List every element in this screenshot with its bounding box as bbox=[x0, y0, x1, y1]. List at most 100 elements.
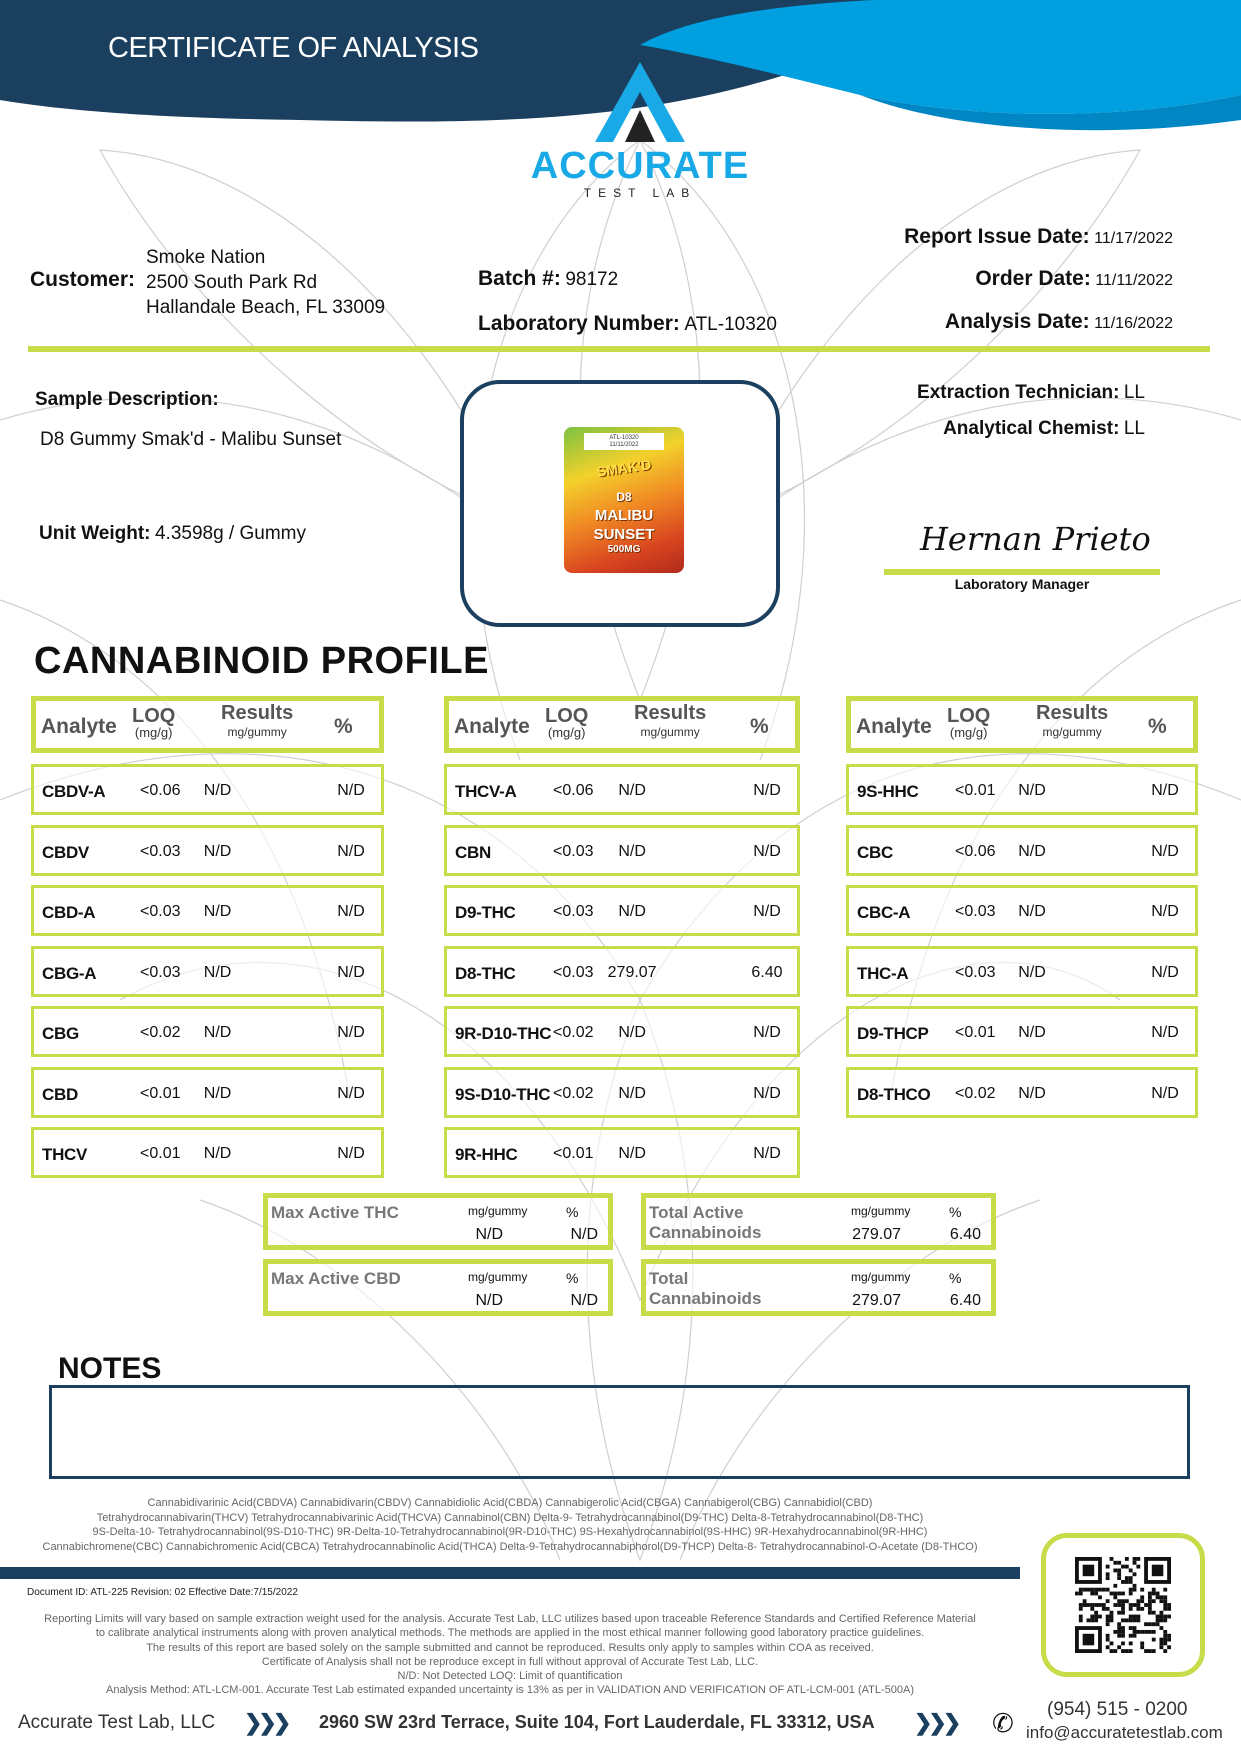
product-line2: MALIBU bbox=[594, 507, 654, 525]
manager-title: Laboratory Manager bbox=[954, 576, 1090, 592]
footer-divider-bar bbox=[0, 1567, 1020, 1579]
loq-value: <0.01 bbox=[955, 1024, 996, 1041]
result-percent: N/D bbox=[337, 842, 365, 860]
header-results-unit: mg/gummy bbox=[1042, 725, 1102, 739]
summary-mg: 279.07 bbox=[852, 1292, 901, 1309]
disclaimer-line: The results of this report are based sol… bbox=[146, 1641, 874, 1654]
table-row: CBDV-A <0.06 N/D N/D bbox=[31, 764, 384, 815]
customer-label: Customer: bbox=[30, 268, 136, 291]
result-percent: N/D bbox=[337, 782, 365, 799]
loq-value: <0.06 bbox=[553, 782, 594, 799]
summary-unit: mg/gummy bbox=[851, 1270, 911, 1284]
result-mg: N/D bbox=[1018, 842, 1046, 860]
analytical-chemist: Analytical Chemist: LL bbox=[943, 418, 1145, 440]
signature: Hernan Prieto bbox=[920, 520, 1151, 558]
extraction-technician-label: Extraction Technician: bbox=[917, 382, 1120, 403]
analyte-name: THC-A bbox=[857, 963, 909, 983]
analyte-name: CBG bbox=[42, 1024, 79, 1043]
result-mg: N/D bbox=[203, 963, 232, 981]
header-loq-unit: (mg/g) bbox=[949, 725, 988, 740]
analytical-chemist-value: LL bbox=[1123, 418, 1145, 439]
header-loq: LOQ (mg/g) bbox=[545, 705, 588, 740]
sample-description-label: Sample Description: bbox=[35, 389, 219, 410]
analyte-name: CBG-A bbox=[42, 963, 97, 983]
table-row: CBC-A <0.03 N/D N/D bbox=[846, 885, 1198, 936]
result-percent: N/D bbox=[1151, 782, 1179, 799]
notes-box bbox=[49, 1385, 1190, 1479]
disclaimer-line: to calibrate analytical instruments alon… bbox=[95, 1627, 925, 1640]
chevrons-right-icon: ❯❯❯ bbox=[914, 1710, 961, 1735]
header-loq-unit: (mg/g) bbox=[547, 725, 586, 740]
disclaimer: Reporting Limits will vary based on samp… bbox=[0, 1612, 1020, 1698]
customer-address-line1: 2500 South Park Rd bbox=[146, 272, 318, 293]
total-active-cannabinoids-box: Total Active Cannabinoids mg/gummy% 279.07… bbox=[641, 1193, 996, 1250]
product-brand: SMAK'D bbox=[595, 456, 653, 480]
header-loq-label: LOQ bbox=[132, 705, 176, 727]
abbreviation-line: Cannabichromene(CBC) Cannabichromenic Ac… bbox=[42, 1540, 978, 1553]
result-mg: N/D bbox=[618, 903, 646, 920]
table-row: 9R-HHC <0.01 N/D N/D bbox=[444, 1127, 800, 1178]
header-analyte: Analyte bbox=[41, 715, 117, 738]
summary-mg: N/D bbox=[475, 1226, 503, 1243]
extraction-technician-value: LL bbox=[1123, 382, 1145, 403]
footer-phone[interactable]: (954) 515 - 0200 bbox=[1047, 1699, 1188, 1720]
summary-unit: mg/gummy bbox=[851, 1204, 911, 1218]
result-percent: N/D bbox=[753, 903, 781, 920]
qr-code-icon[interactable] bbox=[1075, 1557, 1171, 1653]
header-percent: % bbox=[1148, 715, 1167, 738]
loq-value: <0.03 bbox=[140, 963, 181, 981]
order-date: Order Date: 11/11/2022 bbox=[975, 267, 1173, 291]
loq-value: <0.06 bbox=[955, 842, 996, 860]
max-active-thc-box: Max Active THC mg/gummy% N/D N/D bbox=[263, 1193, 613, 1250]
brand-name: ACCURATE bbox=[530, 145, 750, 187]
result-mg: N/D bbox=[203, 903, 232, 920]
table-row: CBG-A <0.03 N/D N/D bbox=[31, 945, 384, 997]
table-row: CBC <0.06 N/D N/D bbox=[846, 824, 1198, 876]
lab-number-label: Laboratory Number: bbox=[478, 312, 680, 335]
product-line3: SUNSET bbox=[593, 526, 655, 544]
result-mg: N/D bbox=[1018, 782, 1046, 799]
analyte-name: D8-THC bbox=[455, 963, 516, 983]
batch-field: Batch #: 98172 bbox=[478, 267, 618, 291]
table-row: D9-THC <0.03 N/D N/D bbox=[444, 885, 800, 936]
result-percent: N/D bbox=[753, 782, 781, 799]
header-analyte: Analyte bbox=[454, 715, 530, 738]
result-mg: 279.07 bbox=[607, 963, 657, 981]
header-loq: LOQ (mg/g) bbox=[947, 705, 990, 740]
analysis-date: Analysis Date: 11/16/2022 bbox=[945, 310, 1173, 334]
summary-percent-label: % bbox=[566, 1204, 579, 1220]
product-line4: 500MG bbox=[607, 544, 641, 556]
disclaimer-line: N/D: Not Detected LOQ: Limit of quantifi… bbox=[397, 1670, 623, 1683]
analyte-name: CBDV-A bbox=[42, 782, 106, 801]
analyte-name: 9R-D10-THC bbox=[455, 1024, 552, 1043]
summary-name: Max Active CBD bbox=[271, 1269, 401, 1288]
header-results-unit: mg/gummy bbox=[227, 725, 287, 739]
disclaimer-line: Certificate of Analysis shall not be rep… bbox=[261, 1655, 759, 1668]
loq-value: <0.02 bbox=[553, 1084, 594, 1102]
summary-mg: 279.07 bbox=[852, 1226, 901, 1243]
report-issue-date-value: 11/17/2022 bbox=[1094, 230, 1173, 247]
product-tag: ATL-10320 11/11/2022 bbox=[584, 433, 664, 451]
result-mg: N/D bbox=[203, 842, 232, 860]
loq-value: <0.01 bbox=[553, 1145, 594, 1162]
table-row: 9S-HHC <0.01 N/D N/D bbox=[846, 764, 1198, 815]
loq-value: <0.01 bbox=[955, 782, 996, 799]
loq-value: <0.02 bbox=[955, 1084, 996, 1102]
table-header: Analyte LOQ (mg/g) Results mg/gummy% bbox=[31, 696, 384, 753]
footer-address: 2960 SW 23rd Terrace, Suite 104, Fort La… bbox=[319, 1712, 875, 1732]
analyte-name: THCV-A bbox=[455, 782, 517, 801]
result-mg: N/D bbox=[618, 1024, 646, 1041]
summary-name: Total Active Cannabinoids bbox=[649, 1203, 762, 1242]
report-issue-date: Report Issue Date: 11/17/2022 bbox=[904, 225, 1173, 249]
header-percent: % bbox=[334, 715, 353, 738]
table-header: Analyte LOQ (mg/g) Results mg/gummy% bbox=[846, 696, 1198, 753]
analyte-name: THCV bbox=[42, 1145, 88, 1164]
qr-code-frame[interactable] bbox=[1041, 1533, 1205, 1677]
analyte-name: CBC bbox=[857, 842, 893, 862]
result-percent: N/D bbox=[337, 903, 365, 920]
footer-email[interactable]: info@accuratetestlab.com bbox=[1026, 1723, 1223, 1742]
batch-value: 98172 bbox=[565, 269, 619, 290]
analysis-date-value: 11/16/2022 bbox=[1094, 315, 1173, 332]
abbreviation-line: Cannabidivarinic Acid(CBDVA) Cannabidiva… bbox=[147, 1497, 873, 1509]
result-percent: N/D bbox=[753, 1145, 781, 1162]
